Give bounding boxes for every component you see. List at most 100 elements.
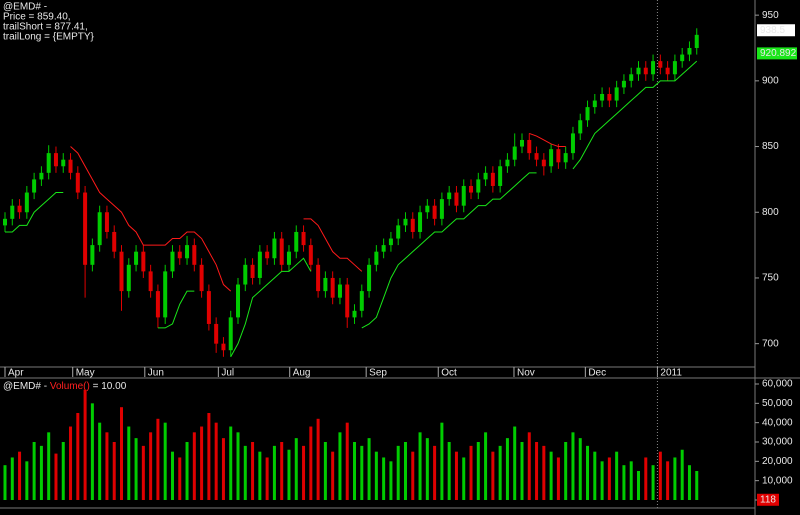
volume-bar [200, 426, 204, 500]
candle-body [243, 264, 248, 285]
candle-body [687, 47, 692, 55]
volume-bar [440, 422, 444, 500]
volume-bar [18, 451, 22, 500]
candle-body [126, 264, 131, 292]
candle-body [112, 231, 117, 252]
candle-body [46, 153, 51, 173]
volume-bar [491, 451, 495, 500]
volume-bar [149, 432, 153, 500]
candle-body [134, 251, 139, 265]
header-line: Price = 859.40, [3, 12, 71, 23]
x-tick-label: May [76, 368, 95, 379]
candle-body [3, 218, 7, 226]
volume-bar [629, 461, 633, 500]
volume-bar [418, 432, 422, 500]
volume-bar [3, 465, 7, 500]
candle-body [403, 218, 408, 226]
candle-body [629, 74, 634, 81]
volume-bar [120, 407, 124, 500]
candle-body [490, 172, 495, 186]
candle-body [141, 251, 146, 272]
candle-body [476, 179, 481, 193]
y-tick-label: 900 [762, 75, 779, 86]
candle-body [600, 93, 605, 101]
volume-bar [462, 457, 466, 500]
volume-bar [469, 445, 473, 500]
candle-body [410, 218, 415, 232]
volume-bar [331, 451, 335, 500]
candle-body [636, 67, 641, 75]
volume-bar [396, 445, 400, 500]
volume-bar [535, 442, 539, 500]
y-tick-label: 30,000 [762, 437, 793, 448]
volume-bar [593, 451, 597, 500]
last-price-box [757, 24, 795, 37]
candle-body [39, 172, 44, 180]
candle-body [556, 149, 561, 163]
volume-bar [25, 461, 29, 500]
x-tick-label: Nov [517, 368, 535, 379]
candle-body [651, 61, 656, 75]
candle-body [439, 199, 444, 219]
candle-body [461, 185, 466, 206]
candle-body [228, 317, 233, 351]
last-price-label: 938.5 [760, 25, 785, 36]
candle-body [10, 205, 15, 219]
volume-bar [258, 451, 262, 500]
volume-bar [39, 445, 43, 500]
candle-body [418, 212, 423, 232]
volume-bar [607, 457, 611, 500]
candle-body [367, 264, 372, 292]
volume-bar [527, 432, 531, 500]
volume-bar [294, 438, 298, 500]
candle-body [512, 146, 517, 160]
volume-bar [287, 449, 291, 500]
candle-body [592, 100, 597, 108]
volume-bar [695, 471, 699, 500]
last-trail-box [757, 47, 797, 60]
candle-body [381, 245, 386, 252]
candle-body [541, 159, 546, 167]
candle-body [694, 34, 699, 48]
volume-bar [600, 461, 604, 500]
volume-bar [316, 418, 320, 500]
candle-body [527, 139, 532, 154]
candle-body [53, 153, 58, 167]
candle-body [148, 271, 153, 292]
candle-body [61, 159, 66, 167]
volume-bar [586, 445, 590, 500]
candle-body [607, 93, 612, 101]
volume-bar [207, 413, 211, 500]
candle-body [585, 107, 590, 121]
header-line: @EMD# - [3, 2, 47, 13]
volume-bar [105, 432, 109, 500]
volume-bar [69, 426, 73, 500]
y-tick-label: 750 [762, 273, 779, 284]
volume-bar [76, 413, 80, 500]
candle-body [177, 251, 182, 259]
volume-bar [163, 422, 167, 500]
x-tick-label: Sep [369, 368, 387, 379]
volume-bar [61, 442, 65, 500]
candle-body [563, 153, 568, 163]
volume-title: @EMD# - Volume() = 10.00 [3, 381, 127, 392]
candle-body [221, 343, 226, 351]
volume-bar [374, 451, 378, 500]
legend-label: trailLong = {EMPTY} [3, 32, 95, 43]
candle-body [643, 67, 648, 75]
candle-body [614, 87, 619, 101]
volume-bar [280, 442, 284, 500]
volume-bar [498, 445, 502, 500]
y-tick-label: 50,000 [762, 398, 793, 409]
candle-body [359, 291, 364, 311]
x-tick-label: 2011 [660, 368, 682, 379]
candle-body [236, 284, 241, 318]
y-tick-label: 800 [762, 207, 779, 218]
candle-body [279, 238, 284, 265]
volume-bar [112, 442, 116, 500]
volume-bar [666, 461, 670, 500]
candle-body [454, 192, 459, 206]
volume-bar [542, 445, 546, 500]
